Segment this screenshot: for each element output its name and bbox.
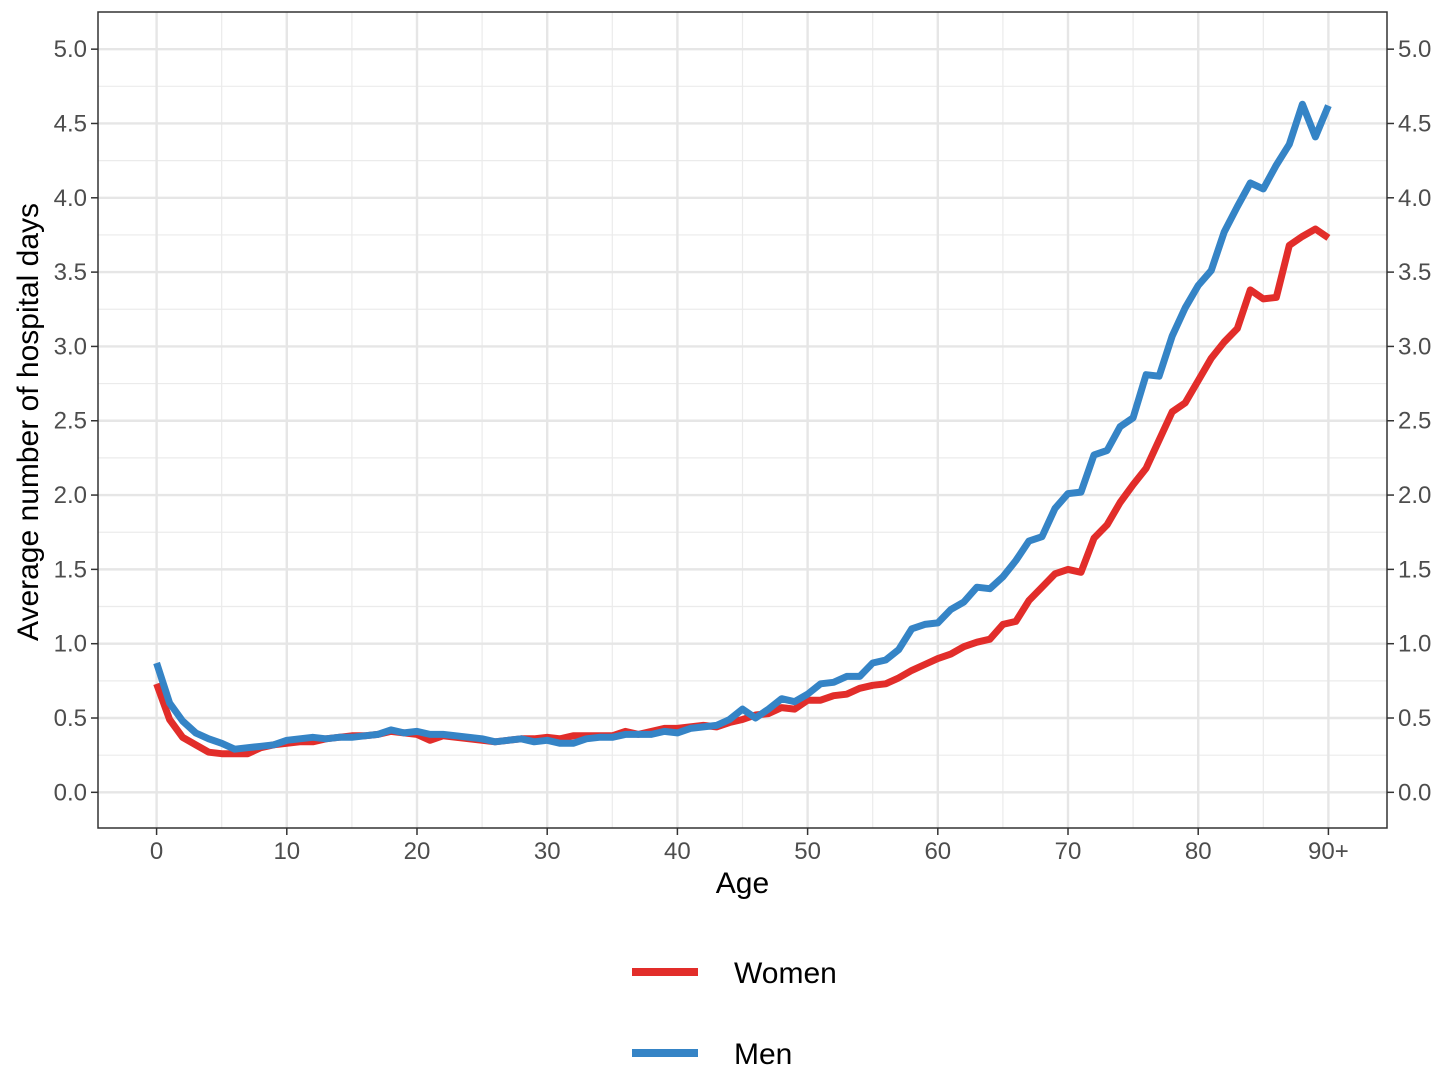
y-tick-label-right: 4.5 (1398, 110, 1431, 137)
x-tick-label: 20 (404, 838, 431, 865)
x-tick-label: 70 (1055, 838, 1082, 865)
x-tick-label: 30 (534, 838, 561, 865)
y-tick-label-right: 3.5 (1398, 259, 1431, 286)
series-line-men (153, 100, 1332, 753)
y-tick-label-right: 3.0 (1398, 333, 1431, 360)
y-tick-label-right: 4.0 (1398, 185, 1431, 212)
left-y-axis: 0.0 0.5 1.0 1.5 2.0 2.5 3.0 3.5 4.0 4.5 5.0 (54, 36, 98, 806)
y-tick-label-right: 5.0 (1398, 36, 1431, 63)
x-axis-title: Age (716, 867, 769, 900)
x-tick-label: 80 (1185, 838, 1212, 865)
minor-grid-lines (98, 12, 1387, 828)
legend-label: Women (734, 957, 837, 990)
legend-item-men: Men (632, 1038, 792, 1067)
y-axis-title: Average number of hospital days (12, 203, 45, 641)
y-tick-label-right: 0.5 (1398, 705, 1431, 732)
y-tick-label-right: 2.5 (1398, 408, 1431, 435)
x-tick-label: 50 (794, 838, 821, 865)
x-axis: 0 10 20 30 40 50 60 70 80 90+ (150, 828, 1349, 865)
legend-item-women: Women (632, 957, 837, 990)
legend: Women Men (632, 957, 837, 1067)
y-tick-label: 1.5 (54, 556, 87, 583)
y-tick-label: 1.0 (54, 631, 87, 658)
x-tick-label: 60 (924, 838, 951, 865)
y-tick-label: 4.5 (54, 110, 87, 137)
y-tick-label-right: 1.0 (1398, 631, 1431, 658)
y-tick-label: 4.0 (54, 185, 87, 212)
y-tick-label: 5.0 (54, 36, 87, 63)
y-tick-label: 0.0 (54, 779, 87, 806)
x-tick-label: 40 (664, 838, 691, 865)
x-tick-label: 10 (273, 838, 300, 865)
series-lines (153, 100, 1332, 758)
legend-label: Men (734, 1038, 792, 1067)
y-tick-label: 3.5 (54, 259, 87, 286)
right-y-axis: 0.0 0.5 1.0 1.5 2.0 2.5 3.0 3.5 4.0 4.5 5.0 (1387, 36, 1431, 806)
y-tick-label: 2.0 (54, 482, 87, 509)
x-tick-label: 90+ (1308, 838, 1349, 865)
y-tick-label: 0.5 (54, 705, 87, 732)
y-tick-label-right: 1.5 (1398, 556, 1431, 583)
x-tick-label: 0 (150, 838, 163, 865)
y-tick-label-right: 2.0 (1398, 482, 1431, 509)
y-tick-label-right: 0.0 (1398, 779, 1431, 806)
y-tick-label: 2.5 (54, 408, 87, 435)
y-tick-label: 3.0 (54, 333, 87, 360)
